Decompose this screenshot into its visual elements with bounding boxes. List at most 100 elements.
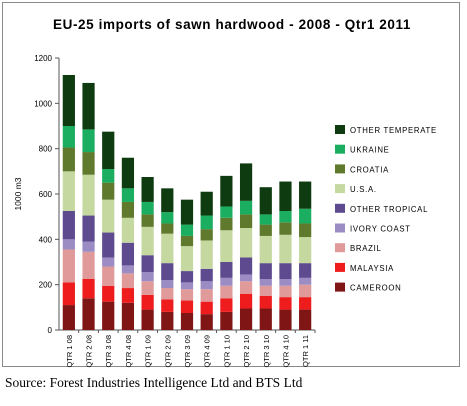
y-tick-label: 600 <box>39 190 53 199</box>
bar-segment-other-temperate <box>82 82 95 130</box>
bar-segment-u-s-a- <box>62 171 75 211</box>
bar-segment-malaysia <box>102 285 115 302</box>
bar-segment-other-temperate <box>102 131 115 170</box>
y-tick-label: 1200 <box>34 54 52 63</box>
x-tick-label: QTR 1 11 <box>301 335 310 367</box>
legend-label: U.S.A. <box>350 185 377 194</box>
x-tick-label: QTR 3 09 <box>183 335 192 368</box>
bar-segment-other-tropical <box>279 263 292 279</box>
bar-segment-malaysia <box>141 294 154 310</box>
bar-segment-ukraine <box>299 208 312 224</box>
bar-segment-croatia <box>121 201 135 218</box>
x-tick-label: QTR 3 08 <box>104 335 113 368</box>
bar-segment-u-s-a- <box>82 174 95 216</box>
legend-label: OTHER TROPICAL <box>350 205 428 214</box>
bar-segment-croatia <box>62 147 75 172</box>
bar-segment-cameroon <box>141 309 154 330</box>
bar-segment-cameroon <box>239 308 253 330</box>
bar-segment-cameroon <box>259 308 272 330</box>
x-tick-label: QTR 3 10 <box>262 335 271 368</box>
legend-label: CROATIA <box>350 165 389 174</box>
bar-segment-malaysia <box>180 300 194 313</box>
bar-segment-ukraine <box>62 126 75 148</box>
legend-swatch <box>335 184 345 194</box>
bar-segment-ivory-coast <box>121 265 135 274</box>
legend: OTHER TEMPERATE UKRAINE CROATIA U.S.A. OTHER… <box>335 125 436 293</box>
bar-segment-cameroon <box>220 311 233 330</box>
bar-segment-other-temperate <box>141 177 154 202</box>
bar-segment-ukraine <box>121 188 135 202</box>
bar-segment-brazil <box>259 285 272 296</box>
bar-segment-u-s-a- <box>279 234 292 264</box>
bar-segment-ivory-coast <box>220 277 233 286</box>
bar-segment-ukraine <box>279 211 292 223</box>
bar-segment-ivory-coast <box>102 257 115 267</box>
bar-segment-malaysia <box>220 298 233 312</box>
bar-segment-ivory-coast <box>141 272 154 282</box>
bar-segment-malaysia <box>200 301 213 315</box>
bar-segment-ukraine <box>102 169 115 183</box>
x-tick-label: QTR 1 08 <box>65 335 74 368</box>
bar-segment-other-temperate <box>299 181 312 209</box>
bar-segment-brazil <box>299 284 312 298</box>
x-tick-label: QTR 4 08 <box>124 335 133 368</box>
bar-segment-cameroon <box>62 305 75 330</box>
bar-segment-other-temperate <box>200 191 213 216</box>
y-tick-label: 200 <box>39 281 53 290</box>
bar-segment-brazil <box>121 273 135 289</box>
bar-segment-other-temperate <box>180 199 194 225</box>
bar-segment-other-tropical <box>62 211 75 240</box>
bar-segment-u-s-a- <box>102 199 115 233</box>
bar-segment-malaysia <box>299 297 312 310</box>
legend-label: IVORY COAST <box>350 225 411 234</box>
bar-segment-brazil <box>200 289 213 302</box>
bar-segment-malaysia <box>239 293 253 309</box>
bar-segment-malaysia <box>279 297 292 310</box>
bar-segment-u-s-a- <box>200 240 213 269</box>
bar-segment-other-tropical <box>102 232 115 258</box>
x-tick-label: QTR 2 10 <box>242 335 251 368</box>
legend-swatch <box>335 125 345 134</box>
chart-title: EU-25 imports of sawn hardwood - 2008 - … <box>53 17 411 32</box>
bar-segment-other-tropical <box>220 262 233 278</box>
bar-segment-malaysia <box>82 279 95 299</box>
bar-segment-brazil <box>220 285 233 299</box>
bar-segment-ivory-coast <box>200 281 213 290</box>
stacked-bar-chart: EU-25 imports of sawn hardwood - 2008 - … <box>13 17 436 368</box>
bar-segment-other-tropical <box>141 255 154 273</box>
bar-segment-ivory-coast <box>279 279 292 286</box>
bar-segment-ivory-coast <box>299 277 312 285</box>
bar-segment-brazil <box>180 289 194 301</box>
bar-segment-other-tropical <box>180 271 194 283</box>
bar-segment-croatia <box>82 152 95 175</box>
bar-segment-ukraine <box>259 214 272 225</box>
source-note: Source: Forest Industries Intelligence L… <box>5 375 303 390</box>
bar-segment-other-tropical <box>200 268 213 282</box>
y-axis-label: 1000 m3 <box>13 177 23 210</box>
bar-segment-ukraine <box>180 224 194 236</box>
bar-segment-u-s-a- <box>121 217 135 243</box>
legend-swatch <box>335 282 345 292</box>
bar-segment-croatia <box>102 182 115 200</box>
legend-swatch <box>335 144 345 154</box>
bar-segment-croatia <box>299 223 312 238</box>
bar-segment-croatia <box>200 229 213 241</box>
legend-swatch <box>335 262 345 272</box>
y-tick-label: 800 <box>39 145 53 154</box>
legend-label: UKRAINE <box>350 146 390 155</box>
legend-label: MALAYSIA <box>350 264 394 273</box>
bar-segment-croatia <box>180 235 194 247</box>
chart-frame: EU-25 imports of sawn hardwood - 2008 - … <box>2 2 460 368</box>
legend-label: BRAZIL <box>350 244 382 253</box>
bar-segment-brazil <box>82 251 95 279</box>
y-tick-label: 0 <box>48 326 53 335</box>
bar-segment-cameroon <box>102 301 115 330</box>
bar-segment-malaysia <box>259 296 272 309</box>
bar-segment-other-tropical <box>299 263 312 278</box>
bar-segment-brazil <box>141 281 154 295</box>
bar-segment-cameroon <box>299 309 312 330</box>
bar-segment-other-tropical <box>239 257 253 275</box>
legend-label: CAMEROON <box>350 284 402 293</box>
bar-segment-other-temperate <box>121 157 135 189</box>
y-tick-label: 1000 <box>34 99 52 108</box>
